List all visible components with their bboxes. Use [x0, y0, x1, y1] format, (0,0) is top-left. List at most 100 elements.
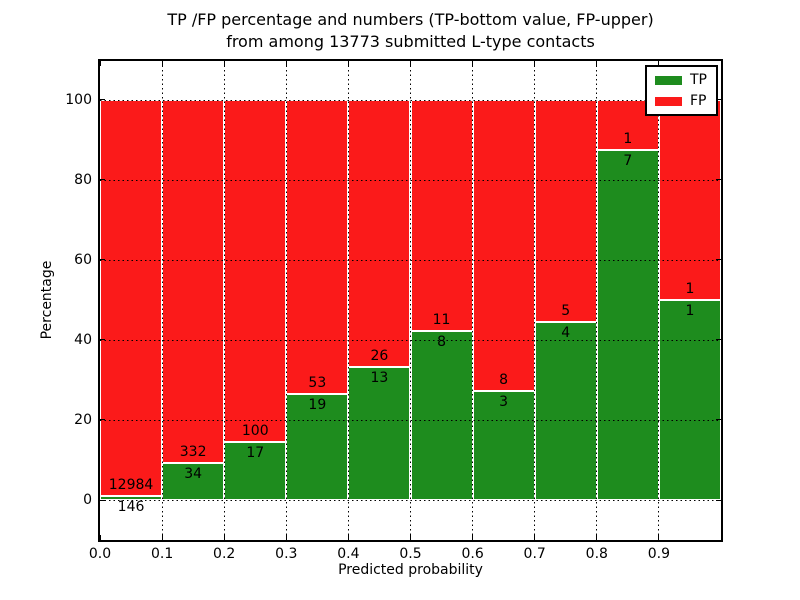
legend: TP FP: [645, 65, 718, 116]
fp-count-label-0: 12984: [108, 476, 154, 493]
y-tick-mark: [716, 419, 721, 421]
x-axis-label: Predicted probability: [338, 562, 483, 578]
x-tick-mark: [720, 535, 722, 540]
y-tick-mark: [100, 339, 105, 341]
chart-title: TP /FP percentage and numbers (TP-bottom…: [100, 9, 721, 53]
y-tick-mark: [716, 179, 721, 181]
y-tick-label: 0: [83, 492, 92, 508]
vertical-gridline: [658, 61, 660, 540]
fp-count-label-2: 100: [241, 422, 269, 439]
bar-tp-2: [224, 441, 287, 500]
x-tick-label: 0.4: [337, 546, 360, 562]
fp-count-label-3: 53: [308, 375, 327, 392]
tp-count-label-2: 17: [246, 444, 265, 461]
y-tick-mark: [716, 259, 721, 261]
bar-tp-6: [472, 390, 535, 500]
x-tick-mark: [658, 535, 660, 540]
bar-tp-9: [658, 299, 721, 500]
x-tick-label: 0.7: [523, 546, 546, 562]
bar-fp-7: [534, 99, 597, 322]
tp-count-label-0: 146: [117, 498, 145, 515]
y-tick-mark: [716, 99, 721, 100]
vertical-gridline: [472, 61, 474, 540]
tp-count-label-6: 3: [499, 393, 509, 410]
x-tick-label: 0.6: [461, 546, 484, 562]
fp-count-label-1: 332: [179, 443, 207, 460]
fp-count-label-7: 5: [561, 303, 571, 319]
y-tick-mark: [100, 259, 105, 261]
vertical-gridline: [596, 61, 598, 540]
x-tick-label: 0.2: [213, 546, 236, 562]
horizontal-gridline: [100, 500, 721, 501]
bar-tp-0: [100, 495, 163, 500]
vertical-gridline: [223, 61, 225, 540]
plot-area: 12984 146 332 34 100 17 53 19 26 13 11 8 8 3 5 4 1 7 1 1: [99, 61, 722, 540]
legend-item-tp: TP: [655, 73, 707, 87]
y-tick-label: 60: [74, 251, 92, 268]
chart-title-line1: TP /FP percentage and numbers (TP-bottom…: [167, 10, 654, 29]
y-tick-label: 20: [74, 411, 92, 428]
x-tick-label: 0.8: [585, 546, 608, 562]
x-tick-mark: [472, 61, 474, 66]
x-tick-label: 0.5: [399, 546, 422, 562]
legend-item-fp: FP: [655, 94, 707, 108]
bar-fp-3: [286, 99, 349, 395]
x-tick-mark: [161, 61, 163, 66]
x-tick-label: 0.1: [150, 546, 174, 562]
x-tick-mark: [596, 61, 598, 66]
x-tick-mark: [347, 61, 349, 66]
x-tick-mark: [410, 61, 411, 66]
bar-fp-2: [224, 99, 287, 442]
bar-fp-5: [410, 99, 473, 332]
vertical-gridline: [534, 61, 536, 540]
vertical-gridline: [161, 61, 163, 540]
bar-tp-4: [348, 366, 411, 500]
y-tick-mark: [100, 99, 105, 100]
x-tick-mark: [347, 535, 349, 540]
vertical-gridline: [410, 61, 411, 540]
vertical-gridline: [347, 61, 349, 540]
y-tick-label: 40: [74, 331, 92, 348]
vertical-gridline: [285, 61, 287, 540]
x-tick-mark: [596, 535, 598, 540]
tp-count-label-3: 19: [308, 397, 327, 414]
tp-count-label-4: 13: [370, 369, 389, 386]
x-tick-mark: [534, 61, 536, 66]
fp-count-label-4: 26: [370, 347, 389, 364]
bar-tp-1: [162, 462, 225, 500]
x-tick-mark: [223, 535, 225, 540]
y-tick-mark: [716, 339, 721, 341]
y-tick-mark: [100, 419, 105, 421]
tp-count-label-9: 1: [685, 302, 695, 319]
y-tick-mark: [716, 499, 721, 501]
x-tick-mark: [161, 535, 163, 540]
bar-fp-9: [658, 99, 721, 300]
x-tick-label: 0.0: [88, 546, 112, 562]
bar-fp-4: [348, 99, 411, 367]
horizontal-gridline: [100, 419, 721, 421]
x-tick-label: 0.9: [647, 546, 671, 562]
tp-count-label-5: 8: [437, 334, 447, 351]
legend-label-fp: FP: [690, 93, 707, 109]
x-tick-mark: [99, 61, 101, 66]
x-tick-mark: [99, 535, 101, 540]
x-tick-mark: [285, 61, 287, 66]
x-tick-label: 0.3: [275, 546, 298, 562]
y-tick-label: 100: [65, 91, 92, 108]
tp-count-label-1: 34: [184, 465, 203, 482]
bar-fp-0: [100, 99, 163, 496]
fp-count-label-6: 8: [499, 371, 509, 388]
tp-count-label-8: 7: [623, 152, 633, 169]
fp-color-swatch-icon: [655, 96, 682, 106]
fp-count-label-9: 1: [685, 280, 695, 297]
y-tick-mark: [100, 499, 105, 501]
horizontal-gridline: [100, 99, 721, 101]
y-tick-mark: [100, 179, 105, 181]
tp-count-label-7: 4: [561, 325, 571, 341]
bar-fp-6: [472, 99, 535, 391]
x-tick-mark: [472, 535, 474, 540]
y-axis-label: Percentage: [39, 260, 55, 340]
bar-tp-8: [596, 149, 659, 500]
x-tick-mark: [720, 61, 722, 66]
